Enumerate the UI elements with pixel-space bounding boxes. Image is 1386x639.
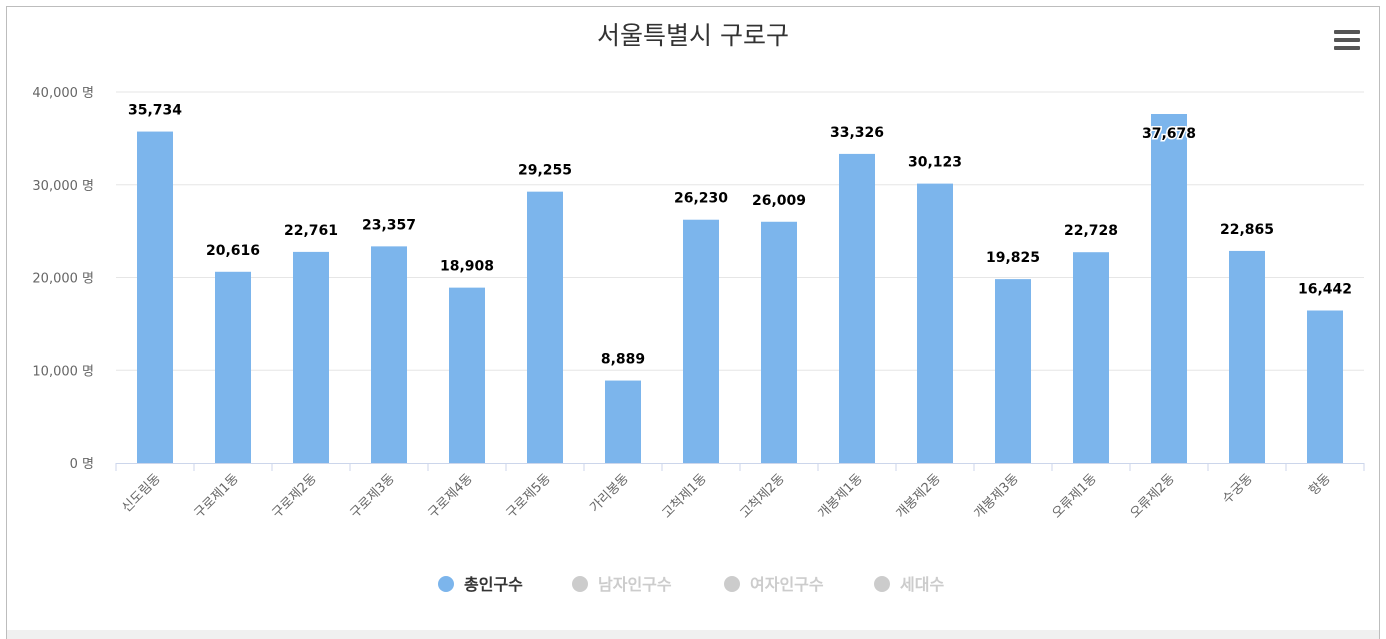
bar[interactable] (215, 271, 251, 463)
y-tick-label: 10,000 명 (32, 364, 94, 379)
data-label: 18,908 (440, 259, 494, 275)
legend-item-label[interactable]: 총인구수 (464, 575, 523, 594)
x-tick-label: 구로제2동 (270, 471, 320, 521)
legend-item-label[interactable]: 남자인구수 (598, 575, 672, 594)
legend-item-label[interactable]: 여자인구수 (750, 575, 824, 594)
data-label: 26,009 (752, 193, 806, 209)
bottom-strip (7, 630, 1379, 639)
x-tick-label: 수궁동 (1220, 471, 1256, 507)
x-tick-label: 개봉제1동 (816, 471, 866, 521)
data-label: 37,678 (1142, 126, 1196, 142)
x-tick-label: 개봉제3동 (972, 471, 1022, 521)
x-tick-label: 개봉제2동 (894, 471, 944, 521)
legend-marker[interactable] (724, 576, 740, 592)
bar[interactable] (839, 153, 875, 463)
data-label: 8,889 (601, 352, 645, 368)
bar[interactable] (1151, 114, 1187, 463)
data-label: 19,825 (986, 250, 1040, 266)
x-tick-label: 오류제2동 (1128, 471, 1178, 521)
bar[interactable] (761, 221, 797, 463)
legend-marker[interactable] (874, 576, 890, 592)
x-tick-label: 오류제1동 (1050, 471, 1100, 521)
data-label: 33,326 (830, 125, 884, 141)
bar[interactable] (371, 246, 407, 463)
chart-title: 서울특별시 구로구 (597, 21, 789, 50)
x-tick-label: 구로제1동 (192, 471, 242, 521)
legend-marker[interactable] (572, 576, 588, 592)
data-label: 23,357 (362, 217, 416, 233)
x-tick-label: 가리봉동 (587, 471, 631, 515)
bar[interactable] (683, 219, 719, 463)
data-label: 22,865 (1220, 222, 1274, 238)
bar[interactable] (293, 251, 329, 463)
data-label: 29,255 (518, 163, 572, 179)
x-tick-label: 구로제5동 (504, 471, 554, 521)
bar[interactable] (449, 287, 485, 463)
data-label: 16,442 (1298, 282, 1352, 298)
y-tick-label: 20,000 명 (32, 272, 94, 287)
bar[interactable] (1073, 252, 1109, 463)
bar[interactable] (1307, 310, 1343, 463)
data-label: 20,616 (206, 243, 260, 259)
hamburger-menu-icon[interactable] (1334, 30, 1360, 52)
y-tick-label: 30,000 명 (32, 179, 94, 194)
legend-marker[interactable] (438, 576, 454, 592)
x-tick-label: 고척제1동 (660, 471, 710, 521)
x-tick-label: 신도림동 (119, 471, 163, 515)
legend-item-label[interactable]: 세대수 (900, 575, 944, 594)
data-label: 22,761 (284, 223, 338, 239)
data-label: 35,734 (128, 103, 182, 119)
bar[interactable] (137, 131, 173, 464)
x-tick-label: 구로제4동 (426, 471, 476, 521)
x-tick-label: 구로제3동 (348, 471, 398, 521)
bar[interactable] (527, 191, 563, 463)
y-tick-label: 40,000 명 (32, 86, 94, 101)
y-tick-label: 0 명 (70, 457, 94, 472)
x-tick-label: 고척제2동 (738, 471, 788, 521)
bar[interactable] (605, 380, 641, 463)
data-label: 22,728 (1064, 223, 1118, 239)
data-label: 26,230 (674, 191, 728, 207)
bar[interactable] (995, 279, 1031, 463)
x-tick-label: 항동 (1306, 471, 1334, 499)
bar[interactable] (1229, 250, 1265, 463)
bar[interactable] (917, 183, 953, 463)
data-label: 30,123 (908, 155, 962, 171)
